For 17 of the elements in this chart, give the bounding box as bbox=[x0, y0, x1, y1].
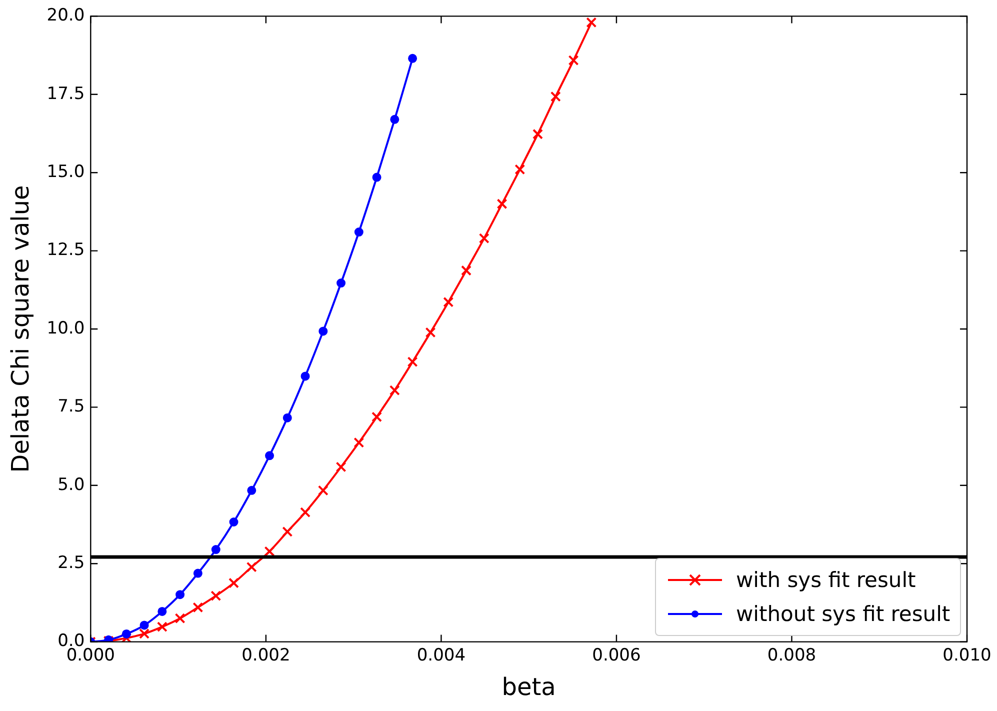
x-tick-label: 0.010 bbox=[942, 645, 992, 666]
y-tick-label: 2.5 bbox=[58, 553, 85, 574]
y-axis-title: Delata Chi square value bbox=[6, 185, 35, 473]
x-axis-title: beta bbox=[502, 672, 556, 701]
y-tick-label: 7.5 bbox=[58, 396, 85, 417]
x-tick-label: 0.008 bbox=[767, 645, 816, 666]
y-tick-label: 10.0 bbox=[46, 318, 85, 338]
x-tick-label: 0.006 bbox=[592, 645, 641, 666]
legend-label: with sys fit result bbox=[736, 568, 916, 592]
x-tick-label: 0.004 bbox=[416, 645, 466, 666]
y-tick-label: 12.5 bbox=[46, 240, 85, 260]
legend-label: without sys fit result bbox=[736, 602, 950, 626]
y-tick-label: 5.0 bbox=[58, 474, 85, 495]
y-tick-label: 20.0 bbox=[46, 6, 85, 26]
y-tick-label: 17.5 bbox=[46, 84, 85, 104]
y-tick-label: 15.0 bbox=[46, 162, 85, 182]
x-tick-label: 0.002 bbox=[242, 645, 290, 666]
